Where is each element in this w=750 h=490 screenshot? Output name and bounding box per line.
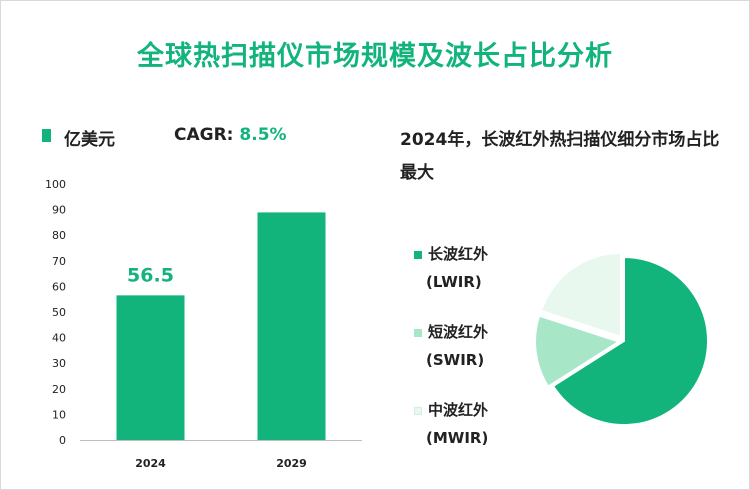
legend-abbr-mwir: (MWIR) — [426, 429, 489, 447]
legend-swatch-lwir — [414, 250, 422, 259]
y-tick-label: 90 — [52, 204, 66, 217]
bar-chart: 0 10 20 30 40 50 60 70 80 90 100 2024 56.5 2029 — [45, 178, 362, 470]
bar-legend-swatch — [42, 129, 51, 142]
legend-name-swir: 短波红外 — [428, 323, 489, 341]
legend-swatch-swir — [414, 328, 422, 337]
y-tick-label: 50 — [52, 306, 66, 319]
bar-2024 — [116, 295, 185, 440]
y-tick-label: 80 — [52, 229, 66, 242]
cagr-label: CAGR: 8.5% — [174, 125, 287, 145]
legend-abbr-lwir: (LWIR) — [426, 273, 482, 291]
legend-abbr-swir: (SWIR) — [426, 351, 485, 369]
bar-2029 — [257, 212, 326, 440]
pie-legend-item-swir: 短波红外 (SWIR) — [414, 318, 488, 374]
cagr-text: CAGR: — [174, 125, 240, 145]
y-tick-label: 30 — [52, 357, 66, 370]
page-title: 全球热扫描仪市场规模及波长占比分析 — [137, 41, 613, 72]
x-tick-label-2029: 2029 — [276, 457, 307, 470]
pie-title: 2024年，长波红外热扫描仪细分市场占比最大 — [400, 130, 720, 183]
y-tick-label: 40 — [52, 332, 66, 345]
y-tick-label: 60 — [52, 280, 66, 293]
pie-legend-item-mwir: 中波红外 (MWIR) — [414, 396, 488, 452]
y-tick-label: 10 — [52, 408, 66, 421]
legend-name-mwir: 中波红外 — [428, 401, 489, 419]
x-tick-label-2024: 2024 — [135, 457, 166, 470]
y-tick-label: 100 — [45, 178, 66, 191]
legend-name-lwir: 长波红外 — [428, 245, 489, 263]
pie-legend-item-lwir: 长波红外 (LWIR) — [414, 240, 488, 296]
y-tick-label: 0 — [59, 434, 66, 447]
y-tick-label: 70 — [52, 255, 66, 268]
unit-label: 亿美元 — [64, 130, 115, 150]
cagr-value: 8.5% — [239, 125, 287, 145]
legend-swatch-mwir — [414, 406, 422, 415]
y-tick-label: 20 — [52, 383, 66, 396]
data-label-2024: 56.5 — [127, 264, 174, 286]
